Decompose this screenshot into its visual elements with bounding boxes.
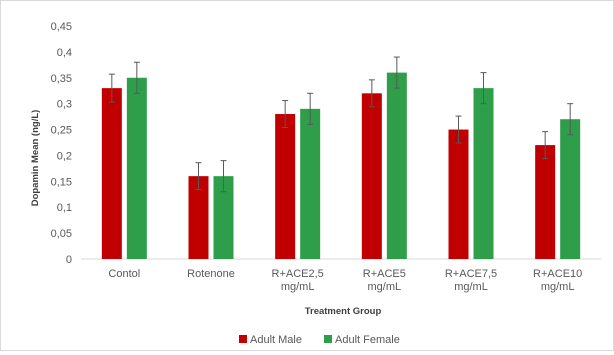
x-tick-label: R+ACE2,5 mg/mL — [272, 268, 324, 293]
bar-adult-female — [386, 72, 407, 259]
legend-swatch-adult-male — [239, 335, 247, 343]
y-tick-label: 0,15 — [51, 176, 72, 188]
x-tick-label: R+ACE5 mg/mL — [363, 268, 406, 293]
bar-adult-male — [101, 88, 122, 259]
bar-adult-female — [473, 88, 494, 259]
y-tick-label: 0,4 — [57, 47, 72, 59]
y-tick-label: 0,25 — [51, 125, 72, 137]
legend: Adult Male Adult Female — [239, 334, 400, 346]
bar-adult-female — [560, 119, 581, 259]
x-tick-label: R+ACE10 mg/mL — [533, 268, 582, 293]
legend-label-adult-female: Adult Female — [335, 334, 400, 346]
y-axis-ticks: 0 0,05 0,1 0,15 0,2 0,25 0,3 0,35 0,4 0,45 — [51, 21, 72, 266]
bar-adult-male — [361, 93, 382, 259]
bar-adult-female — [126, 77, 147, 260]
y-tick-label: 0,2 — [57, 150, 72, 162]
x-axis-ticks: Contol Rotenone R+ACE2,5 mg/mL R+ACE5 mg/mL R+… — [108, 268, 582, 293]
bar-chart: 0 0,05 0,1 0,15 0,2 0,25 0,3 0,35 0,4 0,45 Contol… — [30, 21, 601, 346]
y-tick-label: 0 — [66, 254, 72, 266]
legend-swatch-adult-female — [324, 335, 332, 343]
bar-adult-male — [448, 129, 469, 259]
bar-adult-female — [213, 176, 234, 259]
y-tick-label: 0,1 — [57, 202, 72, 214]
legend-label-adult-male: Adult Male — [250, 334, 302, 346]
x-tick-label: R+ACE7,5 mg/mL — [445, 268, 497, 293]
y-tick-label: 0,45 — [51, 21, 72, 33]
x-tick-label: Rotenone — [187, 268, 235, 280]
bar-adult-male — [188, 176, 209, 259]
bars — [101, 56, 581, 260]
y-tick-label: 0,05 — [51, 228, 72, 240]
y-tick-label: 0,35 — [51, 73, 72, 85]
y-axis-title: Dopamin Mean (ng/L) — [30, 110, 41, 207]
y-tick-label: 0,3 — [57, 99, 72, 111]
x-tick-label: Contol — [108, 268, 140, 280]
bar-adult-male — [275, 114, 296, 260]
x-axis-title: Treatment Group — [305, 306, 382, 317]
bar-adult-male — [535, 145, 556, 259]
bar-adult-female — [300, 108, 321, 259]
